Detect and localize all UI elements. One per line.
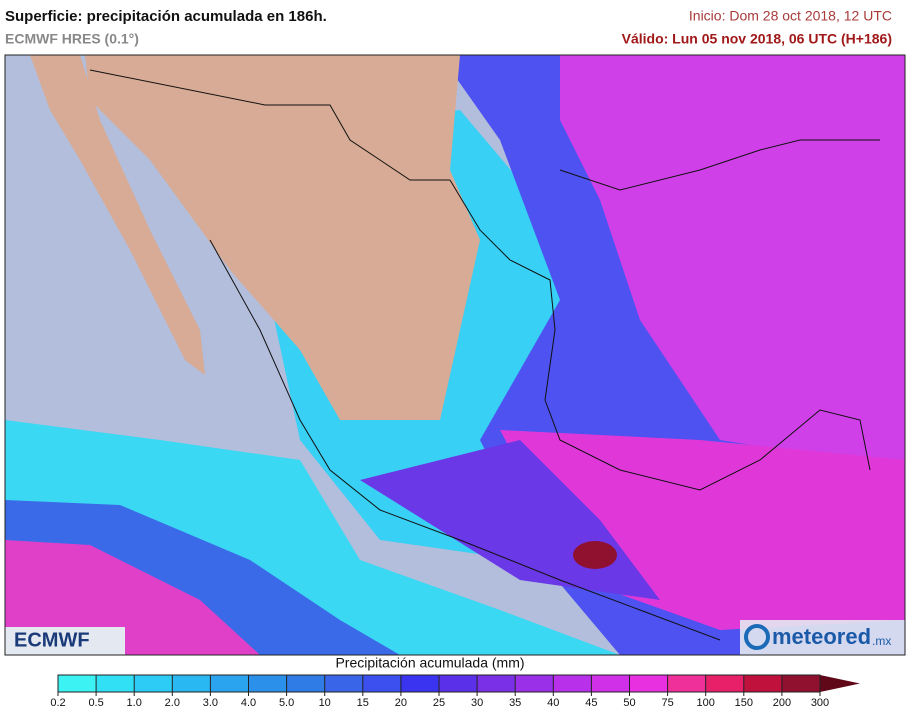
colorbar-cell [400, 675, 440, 692]
land-mainland [85, 55, 480, 420]
colorbar-cell [324, 675, 364, 692]
colorbar-arrow [820, 675, 860, 692]
valid-time: Válido: Lun 05 nov 2018, 06 UTC (H+186) [622, 31, 892, 47]
colorbar-label: 15 [357, 697, 369, 709]
colorbar-label: 25 [433, 697, 445, 709]
colorbar-cell [58, 675, 97, 692]
colorbar-label: 0.5 [88, 697, 103, 709]
colorbar-cell [286, 675, 326, 692]
model-name: ECMWF HRES (0.1°) [5, 31, 139, 47]
colorbar-cell [172, 675, 211, 692]
colorbar-cell [553, 675, 592, 692]
colorbar-label: 3.0 [203, 697, 218, 709]
colorbar-title: Precipitación acumulada (mm) [335, 655, 524, 671]
colorbar-label: 10 [319, 697, 331, 709]
colorbar-cell [248, 675, 288, 692]
coastline-pacific [209, 239, 721, 641]
colorbar: 0.2 0.5 1.0 2.0 3.0 4.0 5.0 10 15 20 25 30 35 40 45 50 7… [50, 674, 860, 709]
colorbar-cell [134, 675, 173, 692]
colorbar-label: 100 [697, 697, 715, 709]
colorbar-cell [362, 675, 402, 692]
precip-max [573, 541, 617, 569]
colorbar-label: 50 [623, 697, 635, 709]
logo-icon [744, 624, 770, 650]
logo-suffix: .mx [872, 634, 891, 648]
colorbar-label: 300 [811, 697, 829, 709]
precip-pacific-max [5, 540, 260, 655]
colorbar-label: 30 [471, 697, 483, 709]
colorbar-cell [210, 675, 249, 692]
logo-left-box [5, 627, 125, 655]
colorbar-cell [591, 675, 630, 692]
colorbar-label: 4.0 [241, 697, 256, 709]
colorbar-cell [515, 675, 554, 692]
colorbar-frame [57, 674, 821, 693]
coastline-us [559, 139, 880, 191]
colorbar-label: 200 [773, 697, 791, 709]
colorbar-cell [477, 675, 516, 692]
colorbar-label: 5.0 [279, 697, 294, 709]
map: ECMWF meteored .mx [4, 54, 906, 656]
init-time: Inicio: Dom 28 oct 2018, 12 UTC [689, 8, 892, 24]
colorbar-label: 150 [735, 697, 753, 709]
map-title: Superficie: precipitación acumulada en 1… [5, 8, 327, 25]
colorbar-label: 35 [509, 697, 521, 709]
border-us-mexico [89, 69, 450, 181]
colorbar-label: 1.0 [127, 697, 142, 709]
colorbar-cell [629, 675, 669, 692]
colorbar-label: 0.2 [50, 697, 65, 709]
colorbar-label: 45 [585, 697, 597, 709]
colorbar-cell [96, 675, 135, 692]
colorbar-cell [667, 675, 707, 692]
colorbar-label: 2.0 [165, 697, 180, 709]
logo-ecmwf: ECMWF [14, 629, 90, 651]
coastline-gulf [449, 179, 871, 491]
colorbar-cell [743, 675, 783, 692]
colorbar-cell [705, 675, 745, 692]
logo-meteored: meteored [772, 624, 871, 649]
map-frame [4, 54, 906, 656]
colorbar-cell [781, 675, 821, 692]
precip-gulf-heavy [560, 55, 905, 470]
colorbar-label: 20 [395, 697, 407, 709]
colorbar-label: 40 [547, 697, 559, 709]
colorbar-cell [439, 675, 478, 692]
colorbar-label: 75 [661, 697, 673, 709]
land-baja [30, 55, 205, 375]
